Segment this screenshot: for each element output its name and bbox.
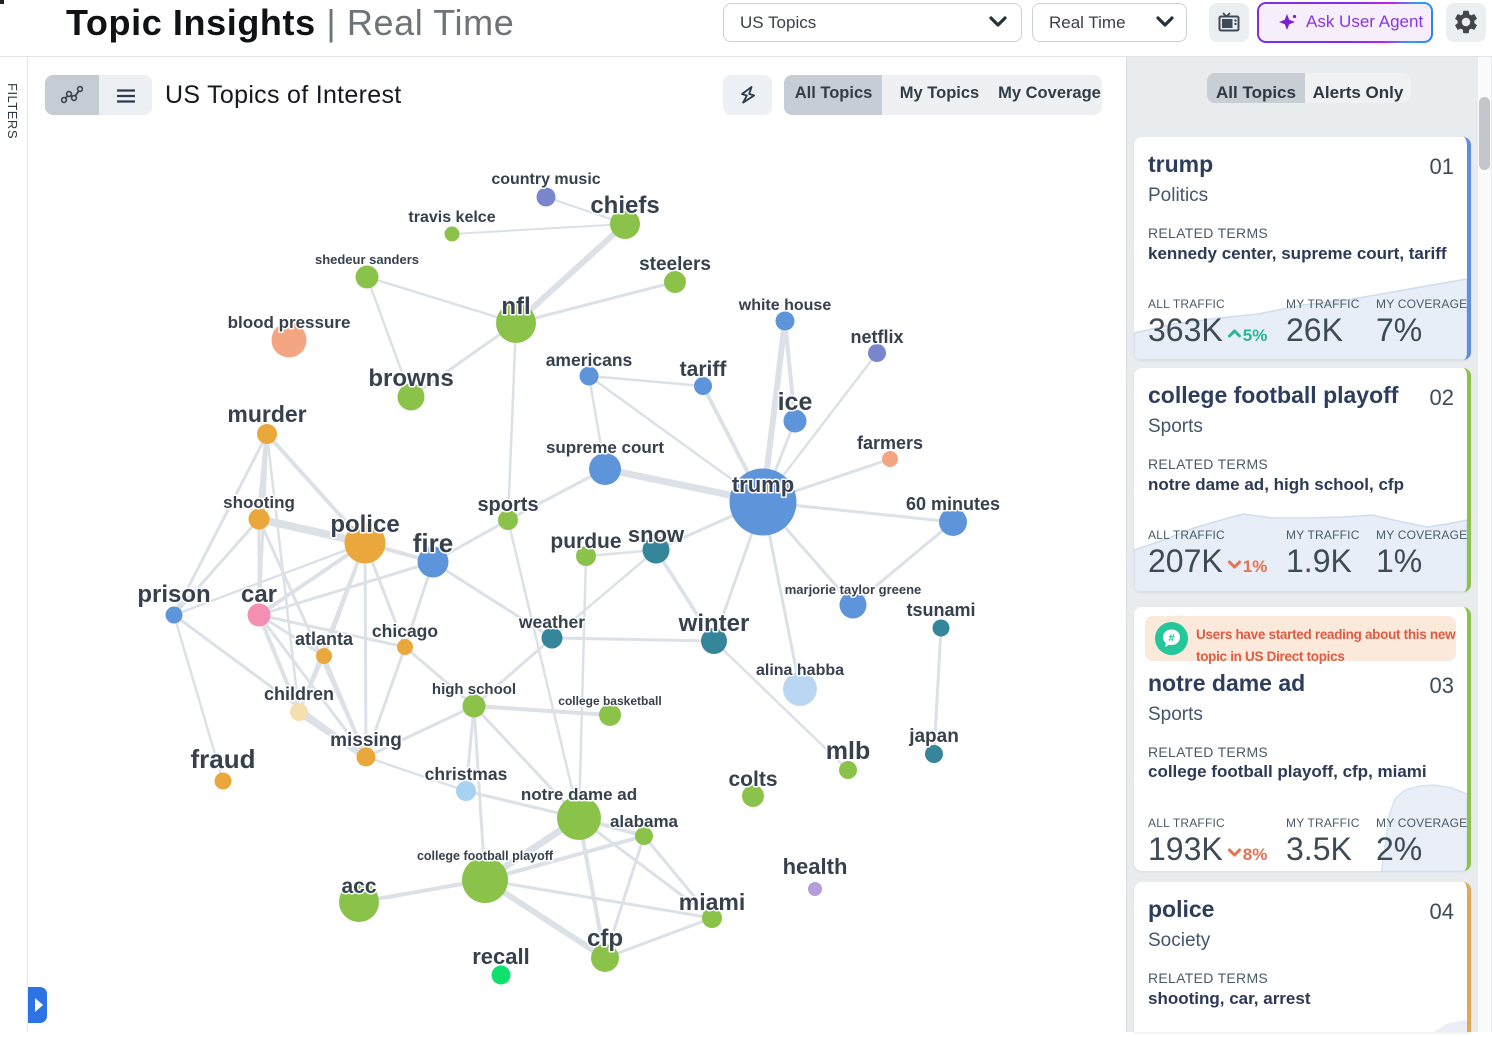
svg-text:atlanta: atlanta bbox=[295, 629, 354, 649]
svg-text:blood pressure: blood pressure bbox=[228, 313, 351, 332]
svg-text:americans: americans bbox=[546, 350, 633, 370]
svg-text:sports: sports bbox=[477, 494, 538, 516]
svg-text:supreme court: supreme court bbox=[546, 438, 664, 457]
svg-text:travis kelce: travis kelce bbox=[408, 209, 495, 226]
svg-text:#: # bbox=[1168, 633, 1174, 645]
svg-text:acc: acc bbox=[341, 875, 376, 898]
svg-text:christmas: christmas bbox=[425, 764, 508, 784]
svg-text:fraud: fraud bbox=[191, 744, 256, 774]
svg-text:japan: japan bbox=[908, 726, 959, 747]
svg-text:police: police bbox=[330, 511, 399, 538]
svg-text:trump: trump bbox=[732, 472, 794, 497]
svg-text:cfp: cfp bbox=[587, 925, 623, 952]
svg-text:notre dame ad: notre dame ad bbox=[521, 785, 637, 804]
svg-text:farmers: farmers bbox=[857, 433, 923, 453]
svg-text:tsunami: tsunami bbox=[906, 600, 975, 620]
svg-text:health: health bbox=[783, 854, 848, 879]
svg-text:marjorie taylor greene: marjorie taylor greene bbox=[785, 582, 922, 597]
svg-text:car: car bbox=[241, 581, 277, 608]
svg-text:weather: weather bbox=[518, 612, 585, 632]
svg-text:mlb: mlb bbox=[826, 737, 870, 765]
svg-text:ice: ice bbox=[778, 388, 813, 416]
svg-text:tariff: tariff bbox=[680, 358, 728, 381]
svg-text:miami: miami bbox=[679, 889, 745, 915]
svg-text:murder: murder bbox=[227, 401, 306, 427]
svg-text:college football playoff: college football playoff bbox=[417, 849, 554, 863]
svg-text:winter: winter bbox=[678, 610, 750, 637]
svg-text:high school: high school bbox=[432, 681, 516, 698]
svg-text:alina habba: alina habba bbox=[756, 662, 844, 679]
svg-text:prison: prison bbox=[137, 581, 210, 608]
svg-text:purdue: purdue bbox=[550, 530, 621, 553]
svg-text:children: children bbox=[264, 684, 334, 704]
svg-text:shedeur sanders: shedeur sanders bbox=[315, 252, 419, 267]
svg-text:browns: browns bbox=[368, 365, 453, 392]
svg-text:nfl: nfl bbox=[501, 293, 530, 320]
svg-text:netflix: netflix bbox=[850, 327, 903, 347]
svg-text:college basketball: college basketball bbox=[558, 694, 661, 708]
svg-text:missing: missing bbox=[330, 730, 402, 751]
svg-text:colts: colts bbox=[728, 768, 777, 791]
svg-text:fire: fire bbox=[413, 528, 453, 558]
svg-text:steelers: steelers bbox=[639, 254, 711, 275]
svg-text:white house: white house bbox=[738, 297, 832, 314]
svg-text:chiefs: chiefs bbox=[590, 192, 659, 219]
svg-text:snow: snow bbox=[628, 522, 685, 547]
svg-text:alabama: alabama bbox=[610, 812, 679, 831]
svg-text:recall: recall bbox=[472, 944, 530, 969]
svg-text:60 minutes: 60 minutes bbox=[906, 494, 1000, 514]
svg-text:country music: country music bbox=[491, 171, 600, 188]
svg-text:chicago: chicago bbox=[372, 621, 438, 641]
svg-text:shooting: shooting bbox=[223, 493, 295, 512]
